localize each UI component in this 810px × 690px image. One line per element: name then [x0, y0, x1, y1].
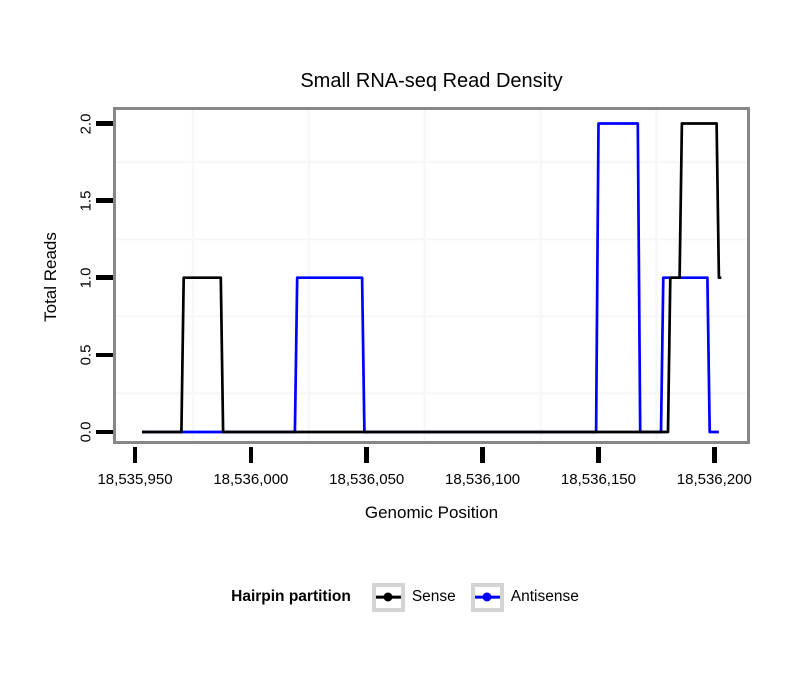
legend-label-antisense: Antisense [510, 588, 579, 605]
x-tick-mark [132, 447, 138, 463]
x-tick-label: 18,536,100 [445, 471, 521, 488]
legend-key-sense [371, 582, 405, 612]
y-tick-label: 0.5 [77, 344, 95, 366]
x-tick-mark [596, 447, 601, 463]
x-tick-label: 18,536,200 [676, 471, 752, 488]
y-tick-label: 0.0 [77, 421, 95, 443]
series-line-sense [142, 122, 722, 434]
chart-canvas [113, 107, 750, 444]
y-tick-label: 1.5 [77, 190, 95, 212]
legend: Hairpin partition Sense Antisense [0, 581, 810, 613]
x-tick-mark [364, 447, 369, 463]
x-tick-label: 18,535,950 [97, 471, 173, 488]
antisense-dot-icon [482, 592, 492, 602]
y-tick-label: 2.0 [77, 113, 95, 134]
legend-title: Hairpin partition [231, 588, 351, 605]
series-line-antisense [142, 122, 719, 434]
x-tick-mark [480, 447, 485, 463]
x-tick-label: 18,536,150 [560, 471, 636, 488]
chart-title: Small RNA-seq Read Density [300, 70, 563, 92]
y-axis-title: Total Reads [41, 232, 60, 322]
x-tick-mark [248, 447, 254, 463]
x-tick-label: 18,536,050 [329, 471, 405, 488]
y-tick-mark [96, 352, 113, 358]
y-tick-mark [96, 275, 113, 280]
x-axis-title: Genomic Position [364, 503, 499, 522]
y-tick-label: 1.0 [77, 267, 95, 289]
sense-dot-icon [383, 592, 393, 602]
x-tick-label: 18,536,000 [213, 471, 289, 488]
y-tick-mark [96, 429, 113, 435]
legend-label-sense: Sense [411, 588, 456, 605]
x-tick-mark [712, 447, 717, 463]
y-tick-mark [96, 121, 113, 126]
legend-key-antisense [470, 582, 504, 612]
y-tick-mark [96, 198, 113, 203]
